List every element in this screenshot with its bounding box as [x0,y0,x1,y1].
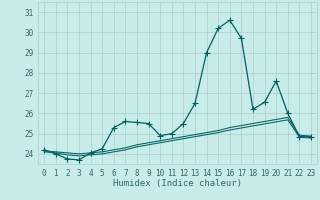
X-axis label: Humidex (Indice chaleur): Humidex (Indice chaleur) [113,179,242,188]
